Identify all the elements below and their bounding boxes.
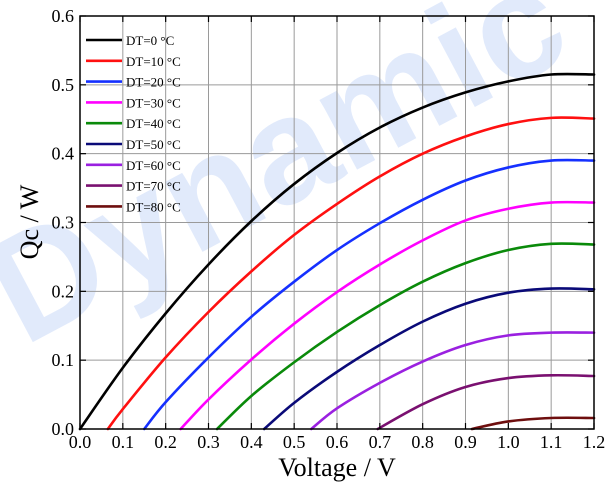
y-tick-label: 0.1 <box>52 350 75 370</box>
x-tick-label: 0.7 <box>369 432 392 452</box>
y-tick-label: 0.6 <box>52 6 75 26</box>
series-line-1 <box>106 116 596 431</box>
x-tick-label: 0.5 <box>283 432 306 452</box>
legend: DT=0 °C DT=10 °C DT=20 °C DT=30 °C DT=40 °C D… <box>86 33 181 214</box>
series-line-0 <box>78 72 596 431</box>
y-tick-label: 0.3 <box>52 213 75 233</box>
series-line-3 <box>179 200 596 431</box>
legend-label-7: DT=70 °C <box>126 179 181 194</box>
x-tick-label: 0.2 <box>154 432 177 452</box>
x-tick-label: 0.8 <box>411 432 434 452</box>
x-tick-label: 0.1 <box>112 432 135 452</box>
x-tick-label: 0.4 <box>240 432 263 452</box>
watermark: Dynamic <box>0 0 591 375</box>
legend-label-2: DT=20 °C <box>126 75 181 90</box>
legend-label-6: DT=60 °C <box>126 158 181 173</box>
x-tick-label: 1.2 <box>583 432 606 452</box>
series-line-5 <box>262 287 596 431</box>
y-tick-label: 0.5 <box>52 75 75 95</box>
x-tick-label: 0.0 <box>69 432 92 452</box>
series-line-4 <box>215 242 596 431</box>
x-tick-label: 0.9 <box>454 432 477 452</box>
x-tick-label: 0.3 <box>197 432 220 452</box>
series-line-8 <box>470 416 596 431</box>
y-tick-label: 0.2 <box>52 281 75 301</box>
series-line-2 <box>142 158 596 431</box>
legend-label-5: DT=50 °C <box>126 137 181 152</box>
y-axis-title: Qc / W <box>15 184 44 259</box>
legend-label-0: DT=0 °C <box>126 33 174 48</box>
x-tick-label: 0.6 <box>326 432 349 452</box>
legend-label-1: DT=10 °C <box>126 54 181 69</box>
x-tick-label: 1.1 <box>540 432 563 452</box>
series-layer <box>78 72 596 431</box>
series-line-7 <box>376 373 596 431</box>
y-tick-label: 0.0 <box>52 419 75 439</box>
x-axis-title: Voltage / V <box>278 453 396 482</box>
y-tick-label: 0.4 <box>52 144 75 164</box>
legend-label-8: DT=80 °C <box>126 199 181 214</box>
x-tick-label: 1.0 <box>497 432 520 452</box>
legend-label-3: DT=30 °C <box>126 95 181 110</box>
ticks: 0.0 0.1 0.2 0.3 0.4 0.5 0.6 0.7 0.8 0.9 1.0 1.1 1.2 0… <box>52 6 606 452</box>
series-line-6 <box>310 331 596 431</box>
legend-label-4: DT=40 °C <box>126 116 181 131</box>
